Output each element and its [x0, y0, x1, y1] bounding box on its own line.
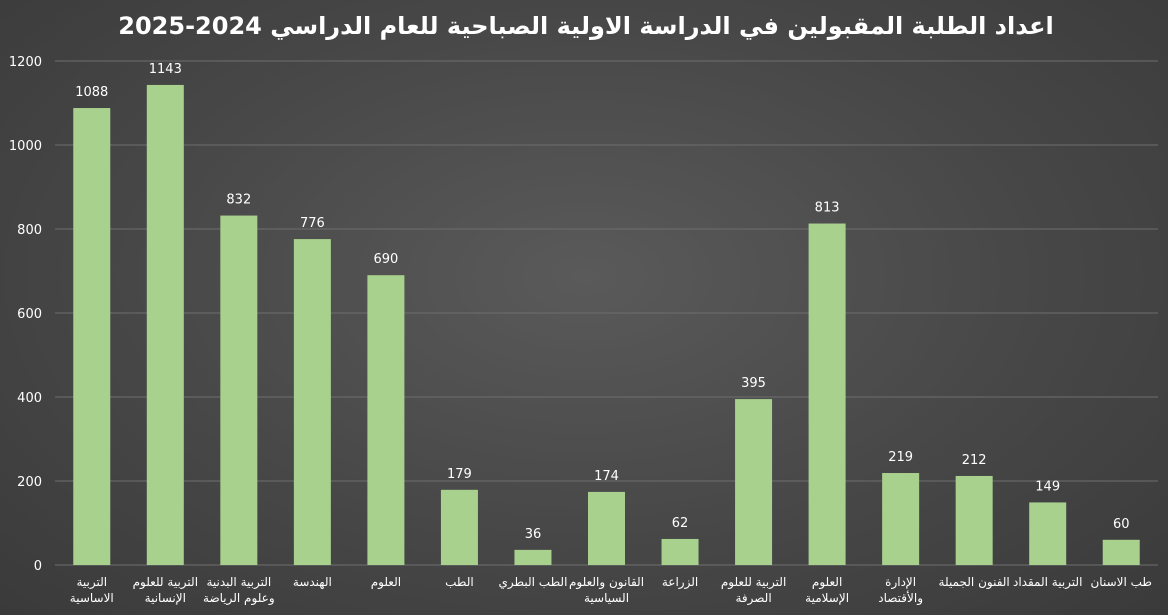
- data-labels: 1088 1143 832 776 690 179 36 174 62 395 813 219 212 1…: [75, 62, 1129, 542]
- x-tick-label-line: طب الاسنان: [1090, 575, 1151, 589]
- x-tick-label: التربية المقداد: [1013, 575, 1082, 590]
- x-tick-label-line: الزراعة: [662, 575, 698, 590]
- x-tick-label: التربية البدنية وعلوم الرياضة: [203, 575, 275, 606]
- bar: [588, 491, 625, 565]
- bars: [73, 84, 1140, 566]
- x-tick-label-line: الإنسانية: [145, 591, 186, 605]
- bar: [661, 538, 699, 565]
- x-tick-label: الزراعة: [662, 575, 698, 590]
- x-tick-label-line: الاساسية: [70, 591, 114, 605]
- y-tick-label: 1200: [9, 55, 42, 70]
- x-tick-label-line: التربية البدنية: [206, 575, 271, 590]
- bar: [882, 473, 920, 565]
- y-tick-label: 0: [34, 559, 42, 574]
- y-tick-label: 400: [17, 391, 42, 406]
- x-tick-label: الطب البطري: [499, 575, 568, 590]
- x-tick-label: التربية الاساسية: [70, 575, 114, 605]
- bar: [146, 84, 184, 565]
- x-tick-label-line: السياسية: [584, 591, 629, 605]
- x-tick-label-line: الفنون الجميلة: [939, 575, 1010, 590]
- bar: [808, 223, 846, 566]
- y-tick-label: 600: [17, 307, 42, 322]
- x-tick-label: القانون والعلوم السياسية: [569, 575, 644, 605]
- data-label: 174: [594, 469, 619, 484]
- bar: [735, 399, 773, 565]
- x-tick-label-line: الإسلامية: [805, 591, 849, 605]
- x-tick-label-line: التربية: [76, 575, 107, 590]
- data-label: 60: [1113, 517, 1130, 532]
- x-tick-label: الطب: [445, 575, 474, 589]
- x-tick-label-line: الإدارة: [885, 575, 916, 590]
- data-label: 219: [888, 450, 913, 465]
- data-label: 179: [447, 467, 472, 482]
- bar: [440, 489, 478, 565]
- x-tick-label: العلوم: [371, 575, 401, 590]
- x-tick-label-line: والأقتصاد: [878, 590, 923, 606]
- x-tick-label: العلوم الإسلامية: [805, 575, 849, 605]
- data-label: 776: [300, 216, 325, 231]
- y-tick-label: 800: [17, 223, 42, 238]
- bar: [220, 215, 258, 565]
- data-label: 813: [815, 201, 840, 216]
- x-tick-label-line: القانون والعلوم: [569, 575, 644, 590]
- bar: [514, 549, 552, 565]
- x-tick-label-line: الصرفة: [735, 591, 771, 606]
- bar: [1029, 502, 1067, 565]
- bar: [293, 239, 331, 565]
- x-tick-label-line: التربية للعلوم: [721, 575, 786, 590]
- data-label: 212: [962, 453, 987, 468]
- bar: [955, 475, 993, 565]
- x-tick-label-line: الطب البطري: [499, 575, 568, 590]
- y-tick-label: 1000: [9, 139, 42, 154]
- y-tick-label: 200: [17, 475, 42, 490]
- data-label: 395: [741, 376, 766, 391]
- x-tick-label-line: التربية للعلوم: [133, 575, 198, 590]
- x-tick-label: الهندسة: [293, 575, 332, 589]
- data-label: 1143: [149, 62, 182, 77]
- x-tick-label-line: وعلوم الرياضة: [203, 591, 275, 606]
- x-tick-label: طب الاسنان: [1090, 575, 1151, 589]
- x-tick-label-line: العلوم: [371, 575, 401, 590]
- data-label: 62: [672, 516, 689, 531]
- x-tick-label: الفنون الجميلة: [939, 575, 1010, 590]
- data-label: 36: [525, 527, 542, 542]
- chart-title: اعداد الطلبة المقبولين في الدراسة الاولي…: [118, 12, 1053, 40]
- x-tick-label: التربية للعلوم الصرفة: [721, 575, 786, 606]
- data-label: 832: [226, 193, 251, 208]
- x-tick-label: التربية للعلوم الإنسانية: [133, 575, 198, 605]
- x-tick-label-line: العلوم: [812, 575, 842, 590]
- x-tick-label: الإدارة والأقتصاد: [878, 575, 923, 606]
- bar: [367, 275, 405, 565]
- y-axis: 0 200 400 600 800 1000 1200: [9, 55, 42, 574]
- x-tick-label-line: الطب: [445, 575, 474, 589]
- x-tick-label-line: التربية المقداد: [1013, 575, 1082, 590]
- data-label: 690: [373, 252, 398, 267]
- data-label: 1088: [75, 85, 108, 100]
- bar: [1102, 539, 1140, 565]
- bar: [73, 108, 111, 565]
- x-tick-label-line: الهندسة: [293, 575, 332, 589]
- data-label: 149: [1035, 479, 1060, 494]
